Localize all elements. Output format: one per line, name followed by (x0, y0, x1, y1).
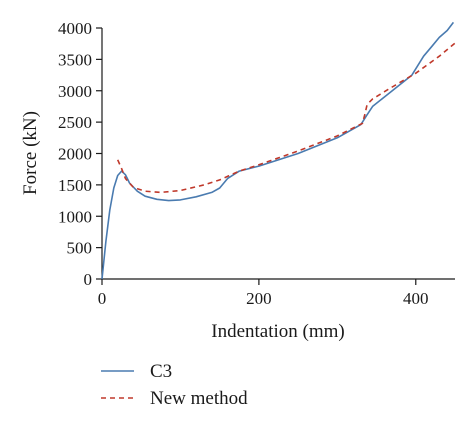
y-tick-label: 3500 (58, 50, 92, 69)
x-axis-title: Indentation (mm) (211, 321, 345, 342)
y-axis-title: Force (kN) (20, 111, 41, 195)
y-tick-label: 2500 (58, 113, 92, 132)
series-line-c3 (101, 21, 455, 280)
y-tick-label: 4000 (58, 19, 92, 38)
y-tick-label: 2000 (58, 145, 92, 164)
y-tick-label: 1500 (58, 176, 92, 195)
axes (101, 28, 455, 280)
series (101, 21, 456, 280)
x-tick-label: 400 (403, 289, 429, 308)
legend-label-c3: C3 (150, 361, 172, 382)
series-line-new-method (116, 42, 456, 194)
y-tick-label: 1000 (58, 207, 92, 226)
legend: C3 New method (101, 361, 248, 409)
x-tick-label: 0 (98, 289, 107, 308)
y-tick-label: 0 (84, 270, 93, 289)
y-tick-label: 3000 (58, 82, 92, 101)
x-tick-label: 200 (246, 289, 272, 308)
y-tick-label: 500 (67, 239, 93, 258)
legend-label-new-method: New method (150, 388, 248, 409)
